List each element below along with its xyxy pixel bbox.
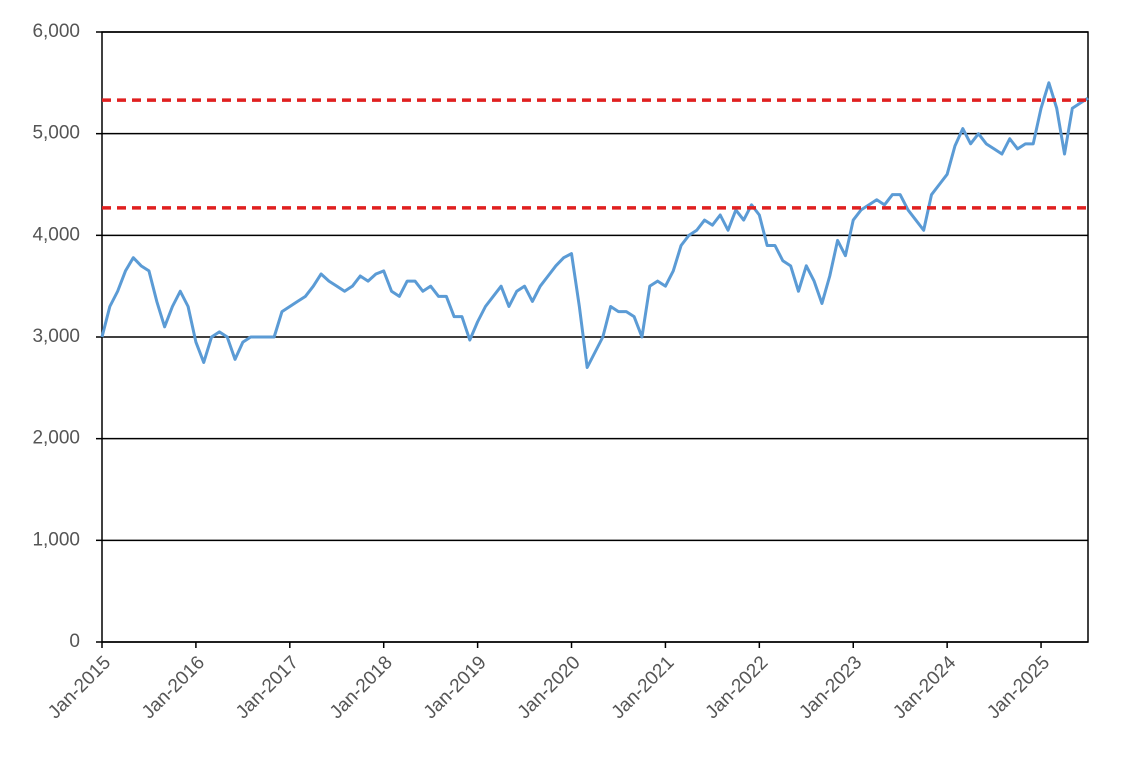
x-tick-label: Jan-2022 [702, 652, 773, 723]
y-tick-label: 6,000 [32, 21, 80, 42]
y-tick-label: 0 [69, 631, 80, 652]
x-tick-label: Jan-2017 [232, 652, 303, 723]
x-tick-label: Jan-2016 [138, 652, 209, 723]
x-tick-label: Jan-2021 [608, 652, 679, 723]
x-tick-label: Jan-2020 [514, 652, 585, 723]
y-tick-label: 1,000 [32, 529, 80, 550]
y-tick-label: 3,000 [32, 326, 80, 347]
x-tick-label: Jan-2025 [983, 652, 1054, 723]
y-tick-label: 2,000 [32, 428, 80, 449]
x-tick-label: Jan-2023 [795, 652, 866, 723]
x-tick-label: Jan-2018 [326, 652, 397, 723]
y-tick-label: 4,000 [32, 224, 80, 245]
data-line [100, 81, 1089, 369]
x-tick-label: Jan-2024 [889, 652, 960, 723]
x-tick-label: Jan-2015 [44, 652, 115, 723]
x-tick-label: Jan-2019 [420, 652, 491, 723]
y-tick-label: 5,000 [32, 123, 80, 144]
